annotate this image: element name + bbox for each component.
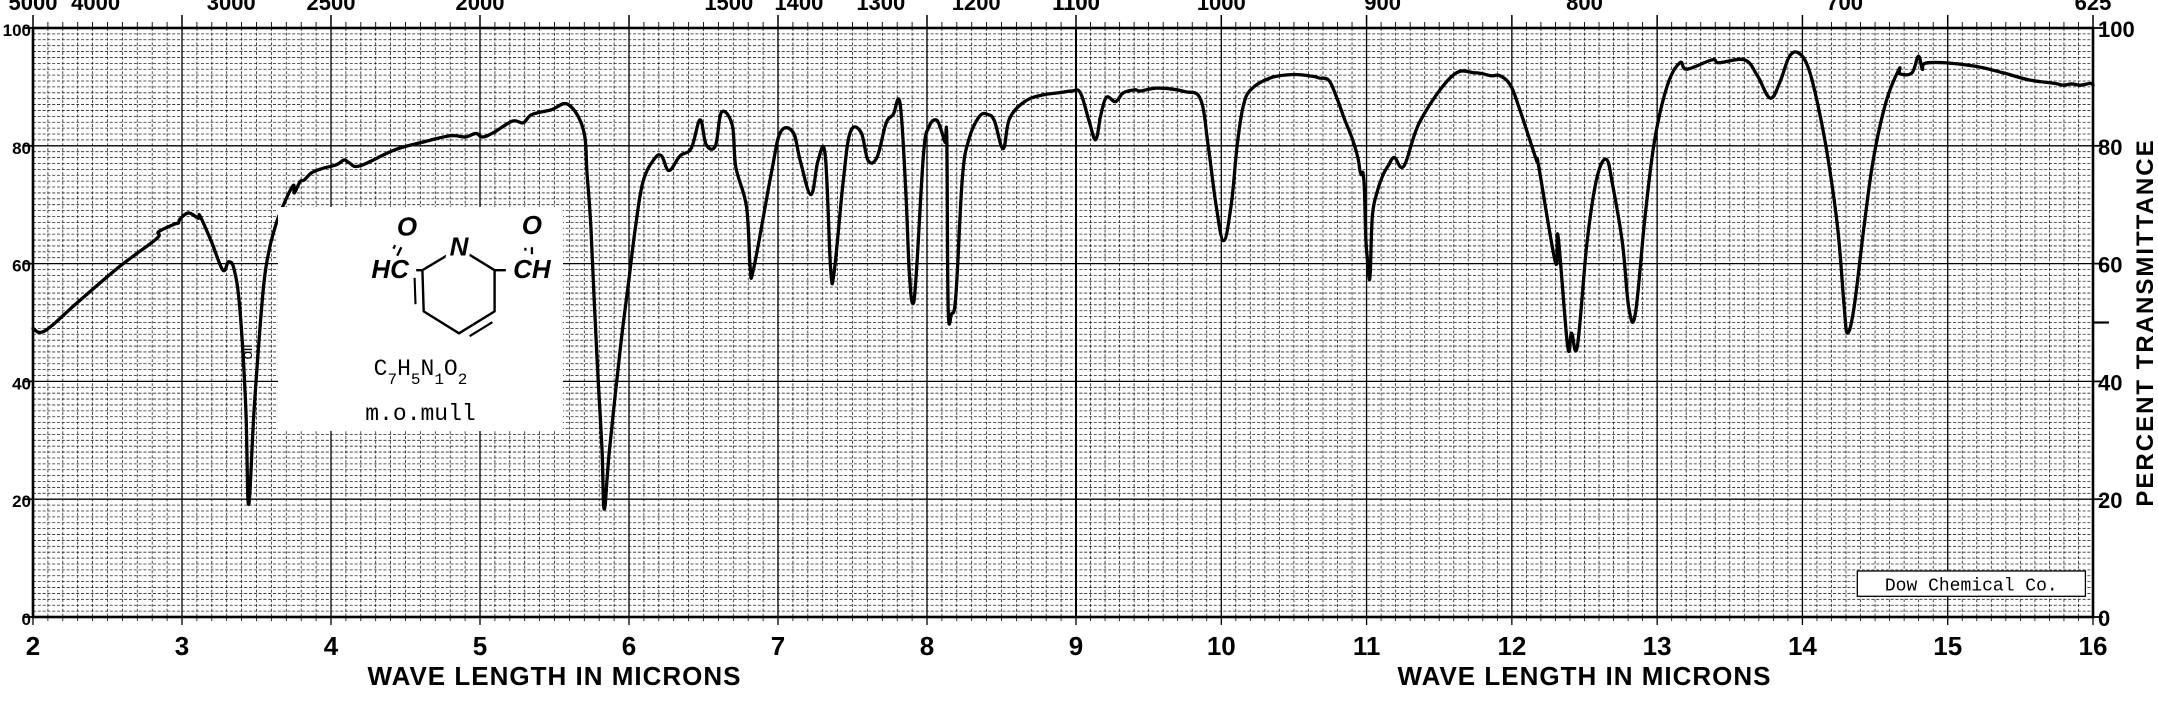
svg-text:PERCENT TRANSMITTANCE: PERCENT TRANSMITTANCE [2132, 138, 2158, 506]
svg-text:7: 7 [771, 631, 785, 661]
svg-text:5000: 5000 [9, 0, 58, 15]
svg-text:60: 60 [12, 257, 31, 276]
svg-text:10: 10 [1207, 631, 1236, 661]
svg-text:60: 60 [2098, 253, 2122, 278]
svg-text:80: 80 [2098, 135, 2122, 160]
svg-text:4000: 4000 [71, 0, 120, 15]
svg-text:20: 20 [12, 492, 31, 511]
svg-text:Dow Chemical Co.: Dow Chemical Co. [1885, 577, 2058, 597]
svg-text:1400: 1400 [774, 0, 823, 15]
svg-text:1100: 1100 [1052, 0, 1100, 15]
svg-text:1300: 1300 [856, 0, 905, 15]
svg-text:4: 4 [324, 631, 339, 661]
svg-text:CH: CH [513, 254, 552, 284]
svg-text:14: 14 [1788, 631, 1817, 661]
svg-text:0: 0 [22, 610, 31, 629]
svg-text:16: 16 [2079, 631, 2108, 661]
svg-text:40: 40 [2098, 370, 2122, 395]
svg-text:900: 900 [1364, 0, 1401, 15]
svg-text:40: 40 [12, 374, 31, 393]
svg-text:20: 20 [2098, 488, 2122, 513]
svg-text:m.o.mull: m.o.mull [365, 401, 475, 427]
svg-text:100: 100 [2098, 17, 2135, 42]
svg-text:O: O [397, 212, 417, 242]
svg-text:WAVE LENGTH IN MICRONS: WAVE LENGTH IN MICRONS [368, 661, 742, 691]
svg-text:HC: HC [371, 254, 410, 284]
svg-text:100: 100 [3, 21, 31, 40]
svg-text:5: 5 [473, 631, 487, 661]
svg-text:700: 700 [1826, 0, 1863, 15]
svg-text:oil: oil [239, 344, 256, 359]
svg-text:1000: 1000 [1197, 0, 1246, 15]
svg-text:6: 6 [622, 631, 636, 661]
svg-text:2000: 2000 [456, 0, 505, 15]
svg-text:8: 8 [920, 631, 934, 661]
svg-text:WAVE LENGTH IN MICRONS: WAVE LENGTH IN MICRONS [1398, 661, 1772, 691]
svg-text:2: 2 [26, 631, 40, 661]
svg-text:15: 15 [1933, 631, 1962, 661]
svg-text:O: O [522, 210, 542, 240]
svg-text:11: 11 [1353, 631, 1381, 661]
svg-text:N: N [450, 231, 470, 261]
svg-text:12: 12 [1497, 631, 1526, 661]
svg-text:3: 3 [175, 631, 189, 661]
svg-text:13: 13 [1643, 631, 1672, 661]
svg-text:625: 625 [2075, 0, 2112, 15]
svg-text:80: 80 [12, 139, 31, 158]
svg-text:0: 0 [2098, 606, 2110, 631]
svg-text:1200: 1200 [952, 0, 1001, 15]
svg-text:9: 9 [1069, 631, 1083, 661]
svg-text:3000: 3000 [207, 0, 256, 15]
svg-text:1500: 1500 [704, 0, 753, 15]
svg-text:800: 800 [1566, 0, 1603, 15]
svg-text:2500: 2500 [307, 0, 356, 15]
